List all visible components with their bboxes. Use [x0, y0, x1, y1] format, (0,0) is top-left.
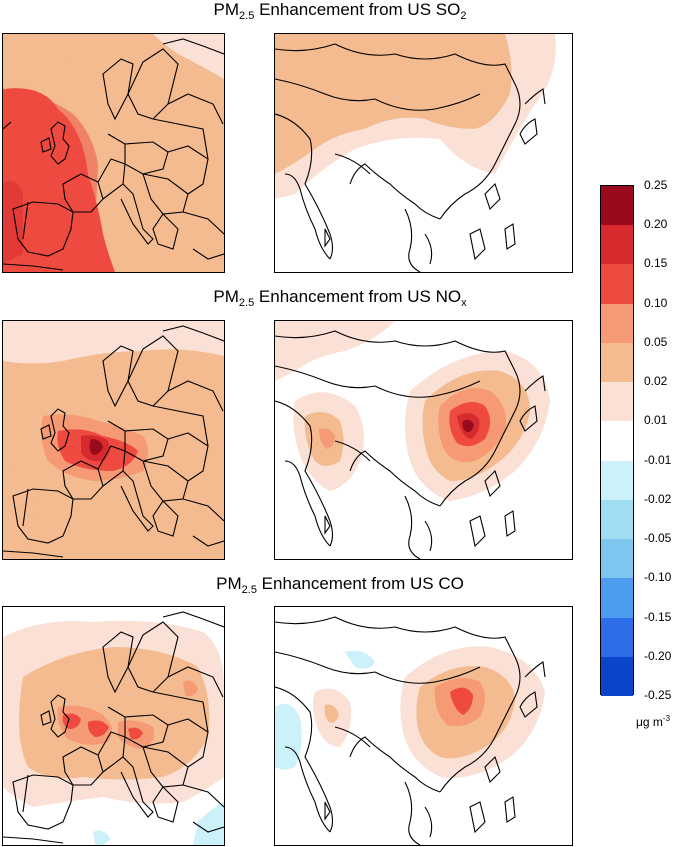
enhancement-fill — [19, 647, 210, 780]
enhancement-fill — [87, 720, 109, 737]
enhancement-fill — [450, 687, 473, 715]
colorbar-tick-label: 0.15 — [644, 256, 668, 271]
enhancement-fill — [324, 704, 339, 723]
europe-map-so2 — [2, 33, 225, 273]
colorbar-segment — [601, 264, 633, 305]
colorbar-tick-label: 0.10 — [644, 295, 668, 310]
colorbar-tick-label: 0.25 — [644, 178, 668, 192]
enhancement-fill — [93, 830, 111, 845]
country-borders — [3, 611, 224, 844]
enhancement-fill — [275, 703, 302, 770]
colorbar-tick-label: 0.20 — [644, 217, 668, 232]
colorbar-unit: μg m-3 — [636, 714, 671, 730]
colorbar-segment — [601, 539, 633, 579]
enhancement-fill — [275, 34, 556, 199]
enhancement-fill — [319, 428, 335, 449]
coastlines — [275, 616, 546, 845]
europe-map-nox — [2, 320, 225, 560]
colorbar-tick-label: -0.25 — [644, 688, 672, 702]
enhancement-fill — [153, 34, 224, 79]
row-title-nox: PM2.5 Enhancement from US NOx — [213, 287, 467, 309]
colorbar-tick-label: -0.02 — [644, 491, 672, 506]
colorbar-segment — [601, 421, 633, 462]
asia-map-nox — [274, 320, 573, 560]
enhancement-fill — [275, 321, 395, 381]
asia-map-co — [274, 606, 573, 846]
colorbar-segment — [601, 303, 633, 344]
coastlines — [275, 330, 546, 559]
asia-map-so2 — [274, 33, 573, 273]
enhancement-fill — [275, 34, 512, 174]
row-title-so2: PM2.5 Enhancement from US SO2 — [213, 0, 467, 22]
europe-map-co — [2, 606, 225, 846]
country-borders — [3, 325, 224, 558]
colorbar-segment — [601, 186, 633, 226]
colorbar-segment — [601, 617, 633, 658]
colorbar-tick-label: -0.05 — [644, 531, 672, 546]
colorbar-tick-label: 0.05 — [644, 334, 668, 349]
enhancement-fill — [3, 469, 40, 559]
enhancement-fill — [3, 180, 23, 264]
colorbar-tick-label: -0.20 — [644, 648, 672, 663]
colorbar-segment — [601, 382, 633, 422]
enhancement-fill — [345, 650, 375, 669]
enhancement-fill — [3, 321, 224, 364]
enhancement-fill — [128, 727, 143, 740]
colorbar-tick-label: -0.10 — [644, 570, 672, 585]
colorbar-tick-label: -0.01 — [644, 452, 672, 467]
coastlines — [275, 43, 546, 272]
enhancement-fill — [89, 439, 103, 455]
country-borders — [3, 38, 224, 271]
colorbar-segment — [601, 342, 633, 383]
colorbar-segment — [601, 656, 633, 697]
colorbar-tick-label: 0.01 — [644, 413, 668, 428]
enhancement-fill — [183, 680, 198, 697]
colorbar-segment — [601, 578, 633, 619]
colorbar-segment — [601, 225, 633, 265]
colorbar-tick-label: -0.15 — [644, 609, 672, 624]
colorbar-tick-label: 0.02 — [644, 374, 668, 389]
enhancement-fill — [462, 419, 474, 433]
enhancement-fill — [193, 802, 224, 845]
colorbar-segment — [601, 460, 633, 501]
row-title-co: PM2.5 Enhancement from US CO — [216, 574, 464, 596]
enhancement-fill — [3, 34, 93, 89]
colorbar — [600, 185, 634, 697]
colorbar-segment — [601, 499, 633, 540]
enhancement-fill — [3, 93, 98, 272]
